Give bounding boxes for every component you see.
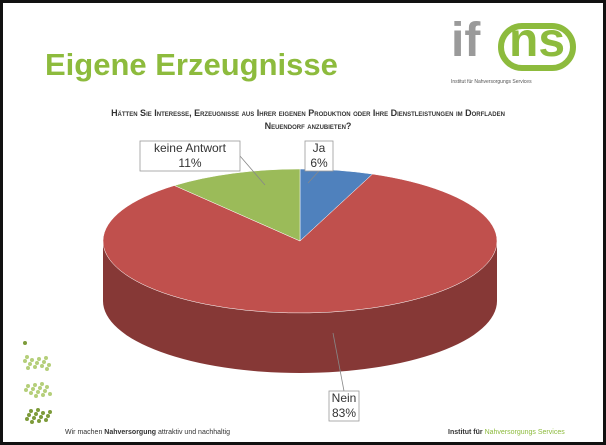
tree-leaf <box>34 412 38 416</box>
tree-leaf <box>46 414 50 418</box>
footer-text: attraktiv und nachhaltig <box>157 429 230 436</box>
tree-leaf <box>44 418 48 422</box>
slice-label: Nein <box>332 391 357 405</box>
tree-leaf <box>28 362 32 366</box>
logo-left: if <box>451 14 481 67</box>
tree-leaf <box>36 408 40 412</box>
footer-green: Nahversorgungs Services <box>484 429 565 436</box>
tree-leaf <box>39 415 43 419</box>
slice-value: 11% <box>178 156 201 170</box>
label-box <box>328 390 360 422</box>
slide-title: Eigene Erzeugnisse <box>45 47 338 82</box>
tree-leaf <box>26 366 30 370</box>
footer-right: Institut für Nahversorgungs Services <box>448 429 565 436</box>
footer-left: Wir machen Nahversorgung attraktiv und n… <box>65 429 230 436</box>
tree-leaf <box>48 392 52 396</box>
logo-tagline: Institut für Nahversorgungs Services <box>451 79 532 85</box>
tree-leaf <box>32 416 36 420</box>
tree-leaf <box>44 356 48 360</box>
footer-text: Institut für <box>448 429 483 436</box>
chart-title: Hätten Sie Interesse, Erzeugnisse aus Ih… <box>111 108 505 131</box>
tree-leaf <box>41 411 45 415</box>
tree-leaf <box>33 383 37 387</box>
slice-label: keine Antwort <box>154 141 227 155</box>
tree-leaf <box>27 413 31 417</box>
tree-leaf <box>26 384 30 388</box>
tree-leaf <box>47 363 51 367</box>
slice-value: 83% <box>332 406 356 420</box>
footer-bold: Nahversorgung <box>104 429 157 436</box>
tree-leaf <box>42 360 46 364</box>
tree-leaf <box>35 361 39 365</box>
tree-leaf <box>40 364 44 368</box>
tree-leaf <box>24 388 28 392</box>
tree-leaf <box>41 393 45 397</box>
tree-leaf <box>25 417 29 421</box>
tree-leaf <box>23 341 27 345</box>
logo: if ns Institut für Nahversorgungs Servic… <box>443 14 583 97</box>
tree-leaf <box>30 358 34 362</box>
logo-right: ns <box>509 14 566 67</box>
slice-label: Ja <box>313 141 326 155</box>
tree-leaf <box>23 359 27 363</box>
pie-slice <box>173 168 301 242</box>
leader-line <box>332 332 345 392</box>
tree-leaf <box>36 390 40 394</box>
label-box <box>304 140 334 172</box>
tree-leaf <box>45 367 49 371</box>
slice-value: 6% <box>310 156 328 170</box>
tree-leaf <box>34 394 38 398</box>
pie-side <box>103 241 497 373</box>
tree-leaf <box>48 410 52 414</box>
tree-leaf <box>29 409 33 413</box>
tree-leaf <box>37 357 41 361</box>
tree-leaf <box>33 365 37 369</box>
tree-leaf <box>43 389 47 393</box>
tree-leaf <box>37 419 41 423</box>
tree-leaf <box>29 391 33 395</box>
tree-leaf <box>38 386 42 390</box>
tree-leaf <box>31 387 35 391</box>
tree-leaf <box>30 420 34 424</box>
leader-line <box>307 170 320 184</box>
label-box <box>139 140 241 172</box>
logo-ring <box>498 23 576 71</box>
leader-line <box>239 155 266 186</box>
tree-leaf <box>25 355 29 359</box>
tree-leaf <box>45 385 49 389</box>
footer-text: Wir machen <box>65 429 103 436</box>
tree-leaf <box>40 382 44 386</box>
pie-slice <box>102 173 498 314</box>
